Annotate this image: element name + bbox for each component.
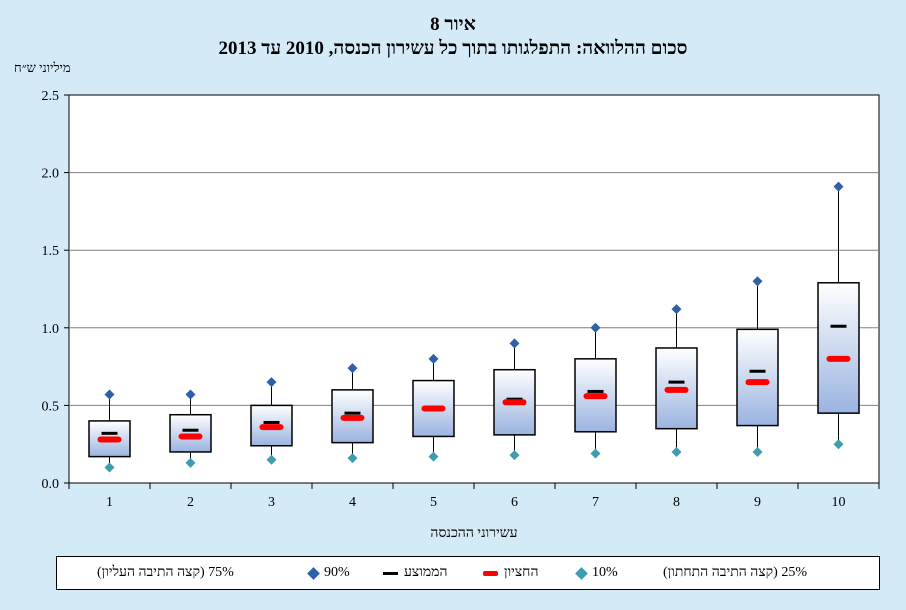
p90-marker — [590, 322, 601, 333]
p10-marker — [266, 454, 277, 465]
p90-marker — [266, 377, 277, 388]
box-iqr — [817, 282, 860, 414]
black-dash-icon — [383, 571, 398, 575]
p90-marker — [104, 389, 115, 400]
x-tick-label: 10 — [832, 495, 846, 510]
teal-diamond-marker-icon — [575, 566, 588, 580]
p90-marker — [428, 353, 439, 364]
legend-item-p75: 75% (קצה התיבה העליון) — [97, 565, 234, 581]
x-tick-label: 1 — [106, 495, 113, 510]
p10-marker — [509, 450, 520, 461]
x-axis-label: עשירוני ההכנסה — [430, 526, 517, 541]
y-tick-label: 2.0 — [42, 167, 60, 182]
p10-marker — [671, 446, 682, 457]
legend-mean-label: הממוצע — [404, 565, 448, 580]
x-tick-label: 2 — [187, 495, 194, 510]
y-tick-label: 0.5 — [42, 399, 60, 414]
p10-marker — [185, 457, 196, 468]
legend-item-mean: הממוצע — [383, 565, 448, 581]
p90-marker — [509, 338, 520, 349]
chart-subtitle: סכום ההלוואה: התפלגותו בתוך כל עשירון הכ… — [218, 38, 688, 59]
legend-p90-label: 90% — [324, 565, 350, 580]
legend-item-p25: 25% (קצה התיבה התחתון) — [663, 565, 807, 581]
x-tick-label: 9 — [754, 495, 761, 510]
legend-p10-label: 10% — [592, 565, 618, 580]
y-tick-label: 1.0 — [42, 322, 60, 337]
p90-marker — [752, 276, 763, 287]
y-axis-unit: מיליוני ש״ח — [14, 60, 71, 75]
p10-marker — [428, 451, 439, 462]
y-tick-label: 1.5 — [42, 244, 60, 259]
legend-item-median: החציון — [483, 565, 539, 581]
x-tick-label: 3 — [268, 495, 275, 510]
diamond-marker-icon — [307, 566, 320, 580]
box-iqr — [169, 413, 212, 453]
p90-marker — [833, 181, 844, 192]
p10-marker — [752, 446, 763, 457]
x-tick-label: 6 — [511, 495, 518, 510]
chart-title: איור 8 — [430, 14, 476, 35]
p10-marker — [590, 448, 601, 459]
p10-marker — [347, 453, 358, 464]
x-tick-label: 4 — [349, 495, 356, 510]
legend-item-p10: 10% — [575, 565, 618, 581]
p10-marker — [104, 462, 115, 473]
legend-p25-label: 25% (קצה התיבה התחתון) — [663, 565, 808, 580]
box-iqr — [736, 328, 779, 427]
y-tick-label: 0.0 — [42, 477, 60, 492]
p90-marker — [347, 363, 358, 374]
p90-marker — [185, 389, 196, 400]
p90-marker — [671, 304, 682, 315]
x-tick-label: 7 — [592, 495, 599, 510]
red-dash-icon — [483, 570, 498, 576]
y-tick-label: 2.5 — [42, 89, 60, 104]
legend: 75% (קצה התיבה העליון) 90% הממוצע החציון… — [56, 556, 880, 590]
x-tick-label: 5 — [430, 495, 437, 510]
legend-p75-label: 75% (קצה התיבה העליון) — [97, 565, 234, 580]
x-tick-label: 8 — [673, 495, 680, 510]
legend-item-p90: 90% — [307, 565, 350, 581]
legend-median-label: החציון — [504, 565, 539, 580]
p10-marker — [833, 439, 844, 450]
